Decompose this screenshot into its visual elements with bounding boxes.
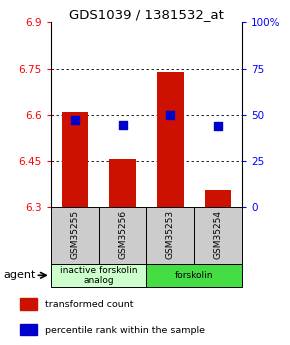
Point [72,117,77,123]
Bar [51,264,146,287]
Text: GSM35254: GSM35254 [214,210,223,259]
Text: agent: agent [3,270,35,280]
Text: forskolin: forskolin [175,271,213,280]
Bar [20,298,37,310]
Text: inactive forskolin
analog: inactive forskolin analog [60,266,137,285]
Bar [99,207,146,264]
Text: GSM35256: GSM35256 [118,210,127,259]
Bar [205,190,231,207]
Bar [157,72,184,207]
Point [120,123,125,128]
Bar [146,264,242,287]
Point [168,112,173,118]
Bar [146,207,194,264]
Text: GSM35253: GSM35253 [166,210,175,259]
Point [216,124,220,129]
Bar [20,324,37,335]
Text: percentile rank within the sample: percentile rank within the sample [45,326,205,335]
Bar [51,207,99,264]
Title: GDS1039 / 1381532_at: GDS1039 / 1381532_at [69,8,224,21]
Text: transformed count: transformed count [45,300,134,309]
Bar [109,159,136,207]
Bar [194,207,242,264]
Bar [61,112,88,207]
Text: GSM35255: GSM35255 [70,210,79,259]
